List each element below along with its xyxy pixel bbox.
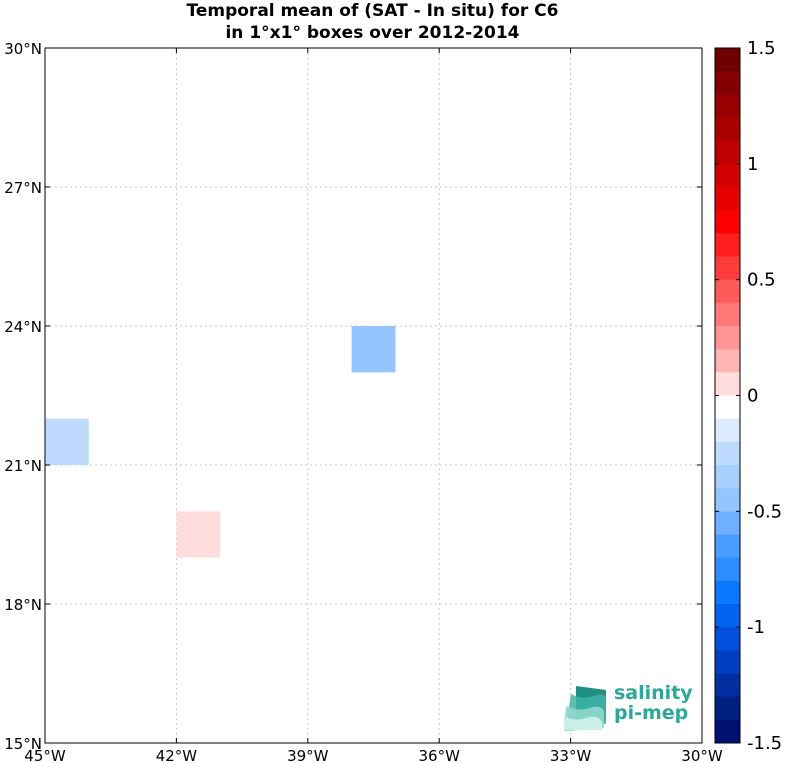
colorbar-segment bbox=[715, 650, 740, 674]
colorbar-segment bbox=[715, 604, 740, 628]
colorbar-tick-label: -1 bbox=[747, 617, 765, 638]
colorbar-segment bbox=[715, 557, 740, 582]
colorbar-segment bbox=[715, 117, 740, 142]
colorbar-segment bbox=[715, 488, 740, 512]
colorbar-segment bbox=[715, 233, 740, 257]
x-tick-label: 36°W bbox=[418, 747, 460, 763]
x-tick-label: 45°W bbox=[24, 747, 66, 763]
axis-ticks: 45°W 42°W 39°W 36°W 33°W 30°W 15°N 18°N 21°N 24°N… bbox=[4, 40, 723, 763]
data-cell bbox=[176, 511, 221, 558]
map-frame bbox=[44, 47, 703, 744]
colorbar-segment bbox=[715, 256, 740, 281]
logo-text-line-1: salinity bbox=[614, 682, 693, 704]
colorbar-segment bbox=[715, 163, 740, 188]
colorbar-segment bbox=[715, 326, 740, 350]
colorbar-segment bbox=[715, 140, 740, 165]
colorbar-segment bbox=[715, 534, 740, 559]
colorbar-segment bbox=[715, 302, 740, 327]
x-tick-label: 33°W bbox=[550, 747, 592, 763]
colorbar-segment bbox=[715, 94, 740, 118]
colorbar-tick-label: 0.5 bbox=[747, 270, 776, 291]
colorbar-segment bbox=[715, 580, 740, 605]
colorbar-tick-label: 1.5 bbox=[747, 38, 776, 59]
y-tick-label: 24°N bbox=[4, 318, 42, 336]
data-cells bbox=[45, 326, 396, 558]
colorbar-segment bbox=[715, 627, 740, 651]
x-tick-label: 30°W bbox=[681, 747, 723, 763]
colorbar-segment bbox=[715, 279, 740, 304]
y-tick-label: 15°N bbox=[4, 735, 42, 753]
x-tick-label: 39°W bbox=[287, 747, 329, 763]
colorbar-segment bbox=[715, 673, 740, 698]
colorbar-tick-label: -0.5 bbox=[747, 501, 782, 522]
x-tick-label: 42°W bbox=[156, 747, 198, 763]
logo-text-line-2: pi-mep bbox=[614, 702, 689, 724]
colorbar-segment bbox=[715, 696, 740, 721]
colorbar-segment bbox=[715, 71, 740, 95]
logo-text: salinity pi-mep bbox=[614, 683, 693, 723]
colorbar-segment bbox=[715, 349, 740, 373]
salinity-pi-mep-logo: salinity pi-mep bbox=[562, 682, 702, 732]
colorbar-segment bbox=[715, 418, 740, 443]
colorbar-tick-label: 1 bbox=[747, 154, 758, 175]
y-tick-label: 18°N bbox=[4, 596, 42, 614]
y-tick-label: 21°N bbox=[4, 457, 42, 475]
colorbar-segment bbox=[715, 372, 740, 396]
chart-title-line-1: Temporal mean of (SAT - In situ) for C6 bbox=[186, 1, 559, 21]
data-cell bbox=[45, 418, 89, 465]
grid-lines bbox=[45, 48, 702, 743]
colorbar-segment bbox=[715, 441, 740, 466]
logo-waves-icon bbox=[564, 686, 606, 731]
colorbar-segment bbox=[715, 187, 740, 211]
colorbar-segment bbox=[715, 511, 740, 535]
colorbar: 1.5 1 0.5 0 -0.5 -1 -1.5 bbox=[714, 38, 782, 754]
chart-title-line-2: in 1°x1° boxes over 2012-2014 bbox=[225, 23, 520, 43]
colorbar-segment bbox=[715, 395, 740, 420]
y-tick-label: 27°N bbox=[4, 179, 42, 197]
colorbar-segment bbox=[715, 48, 740, 72]
colorbar-segment bbox=[715, 210, 740, 234]
y-tick-label: 30°N bbox=[4, 40, 42, 58]
colorbar-tick-label: -1.5 bbox=[747, 733, 782, 754]
colorbar-segment bbox=[715, 719, 740, 744]
colorbar-segment bbox=[715, 465, 740, 489]
colorbar-tick-label: 0 bbox=[747, 386, 758, 407]
chart-title: Temporal mean of (SAT - In situ) for C6 … bbox=[0, 0, 745, 44]
data-cell bbox=[351, 326, 396, 373]
